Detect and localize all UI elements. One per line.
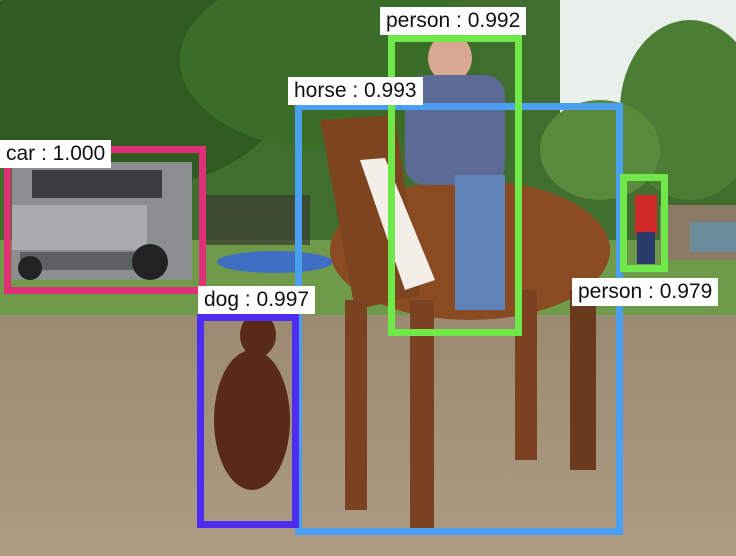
dog-label: dog : 0.997: [198, 286, 316, 314]
car-label: car : 1.000: [0, 140, 112, 168]
dog-bounding-box: [197, 314, 299, 528]
person-rider-label: person : 0.992: [380, 7, 527, 35]
person-rider-bounding-box: [388, 35, 522, 336]
car-bounding-box: [4, 146, 206, 294]
person-right-bounding-box: [620, 174, 668, 272]
person-right-label: person : 0.979: [572, 278, 719, 306]
horse-label: horse : 0.993: [288, 77, 423, 105]
